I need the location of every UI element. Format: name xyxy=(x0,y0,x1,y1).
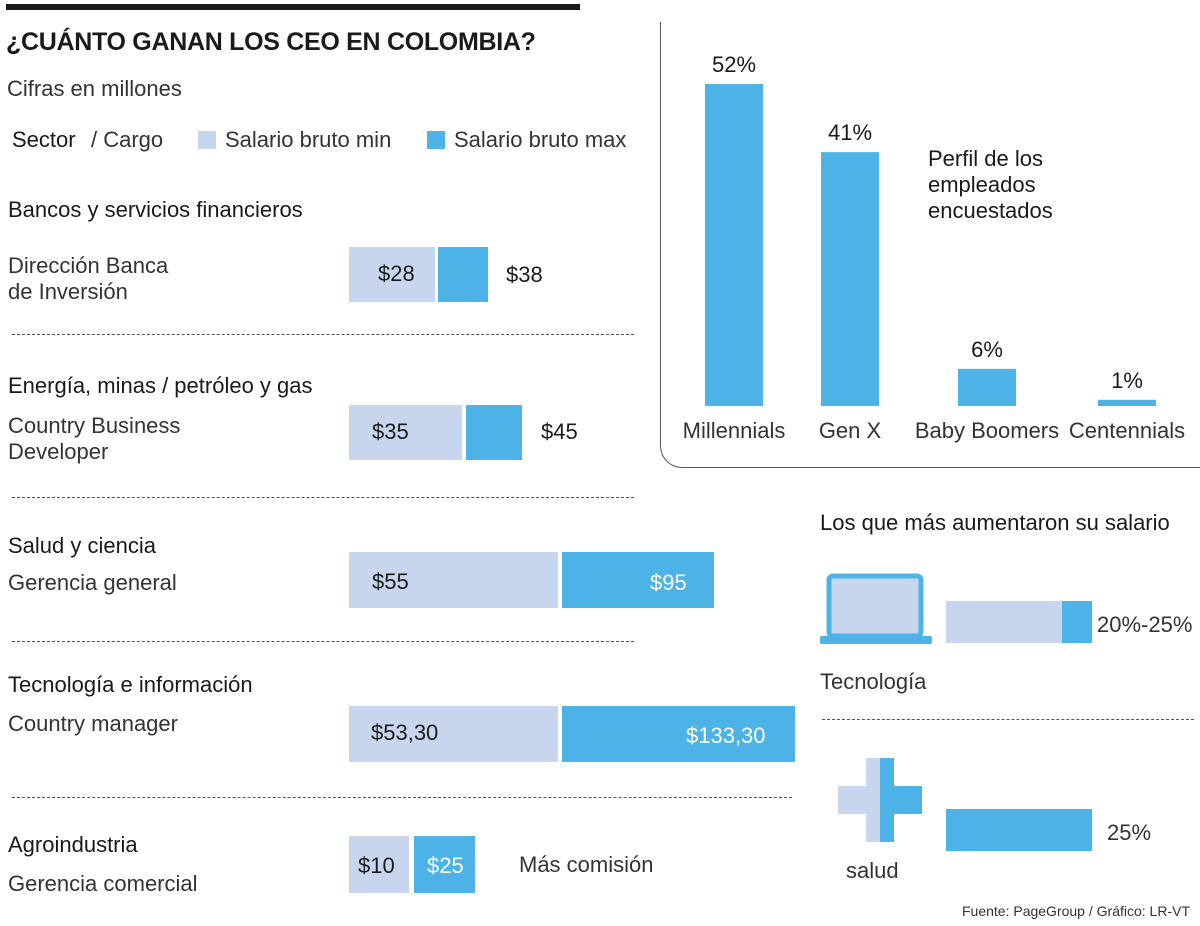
salary-max-value: $25 xyxy=(427,853,464,878)
raise-tech-base-bar xyxy=(946,601,1062,643)
top-rule xyxy=(6,4,580,10)
sector-label: Salud y ciencia xyxy=(8,533,156,558)
salary-min-value: $53,30 xyxy=(371,720,439,745)
salary-min-value: $28 xyxy=(378,261,415,286)
row-divider xyxy=(12,641,634,642)
profile-category-label: Millennials xyxy=(683,418,786,443)
salary-min-value: $55 xyxy=(372,569,409,594)
profile-category-label: Baby Boomers xyxy=(915,418,1059,443)
profile-value-label: 1% xyxy=(1111,368,1143,393)
role-label: Country manager xyxy=(8,711,178,736)
raise-health-value: 25% xyxy=(1107,820,1152,845)
role-label: Country Business Developer xyxy=(8,413,181,464)
salary-max-value: $95 xyxy=(650,570,687,595)
role-label: Gerencia general xyxy=(8,570,177,595)
profile-title: Perfil de los empleados encuestados xyxy=(928,146,1053,223)
health-cross-icon xyxy=(838,758,922,842)
raises-title: Los que más aumentaron su salario xyxy=(820,510,1170,535)
row-divider xyxy=(12,797,792,798)
raise-tech-label: Tecnología xyxy=(820,669,927,694)
salary-max-value: $45 xyxy=(541,419,578,444)
profile-value-label: 41% xyxy=(828,120,872,145)
sector-label: Tecnología e información xyxy=(8,672,253,697)
salary-min-bar xyxy=(349,552,558,608)
raise-divider xyxy=(822,719,1194,720)
raise-tech-value: 20%-25% xyxy=(1097,612,1193,637)
source-credit: Fuente: PageGroup / Gráfico: LR-VT xyxy=(962,903,1190,919)
salary-max-value: $38 xyxy=(506,262,543,287)
profile-category-label: Centennials xyxy=(1069,418,1185,443)
profile-value-label: 6% xyxy=(971,337,1003,362)
role-label: Gerencia comercial xyxy=(8,871,198,896)
profile-chart-svg: 52% Millennials 41% Gen X 6% Baby Boomers 1% Ce… xyxy=(683,52,1185,443)
page-title: ¿CUÁNTO GANAN LOS CEO EN COLOMBIA? xyxy=(6,28,536,56)
profile-panel xyxy=(660,22,1200,468)
salary-max-bar xyxy=(562,706,795,762)
salary-min-bar xyxy=(349,405,462,460)
salary-min-value: $10 xyxy=(358,853,395,878)
profile-category-label: Gen X xyxy=(819,418,882,443)
sector-label: Agroindustria xyxy=(8,832,138,857)
profile-value-label: 52% xyxy=(712,52,756,77)
sector-label: Energía, minas / petróleo y gas xyxy=(8,373,313,398)
legend-max-label: Salario bruto max xyxy=(454,127,627,152)
salary-max-bar xyxy=(414,836,475,893)
legend-cargo: / Cargo xyxy=(91,127,164,152)
salary-min-bar xyxy=(349,706,558,762)
laptop-icon xyxy=(820,573,932,645)
legend-max-swatch xyxy=(427,131,445,149)
row-divider xyxy=(12,497,634,498)
legend-min-label: Salario bruto min xyxy=(225,127,392,152)
salary-max-value: $133,30 xyxy=(686,723,766,748)
salary-max-bar xyxy=(466,405,522,460)
raise-health-bar xyxy=(946,809,1092,851)
legend-sector: Sector xyxy=(12,127,76,152)
salary-max-bar xyxy=(562,552,714,608)
sector-label: Bancos y servicios financieros xyxy=(8,197,303,222)
role-label: Dirección Banca de Inversión xyxy=(8,253,169,304)
profile-bar-baby-boomers xyxy=(958,368,1016,406)
profile-bar-gen-x xyxy=(821,152,879,406)
raise-health-label: salud xyxy=(846,858,899,883)
salary-max-bar xyxy=(438,247,488,302)
profile-bar-chart: 52% Millennials 41% Gen X 6% Baby Boomers 1% Ce… xyxy=(660,22,1200,467)
profile-bar-centennials xyxy=(1098,399,1156,406)
salary-min-bar xyxy=(349,836,409,893)
salary-note: Más comisión xyxy=(519,852,654,877)
raise-tech-extra-bar xyxy=(1062,601,1092,643)
legend-min-swatch xyxy=(198,131,216,149)
profile-bar-millennials xyxy=(705,84,763,406)
row-divider xyxy=(12,334,634,335)
salary-min-value: $35 xyxy=(372,419,409,444)
subtitle: Cifras en millones xyxy=(7,76,182,101)
salary-min-bar xyxy=(349,247,435,302)
